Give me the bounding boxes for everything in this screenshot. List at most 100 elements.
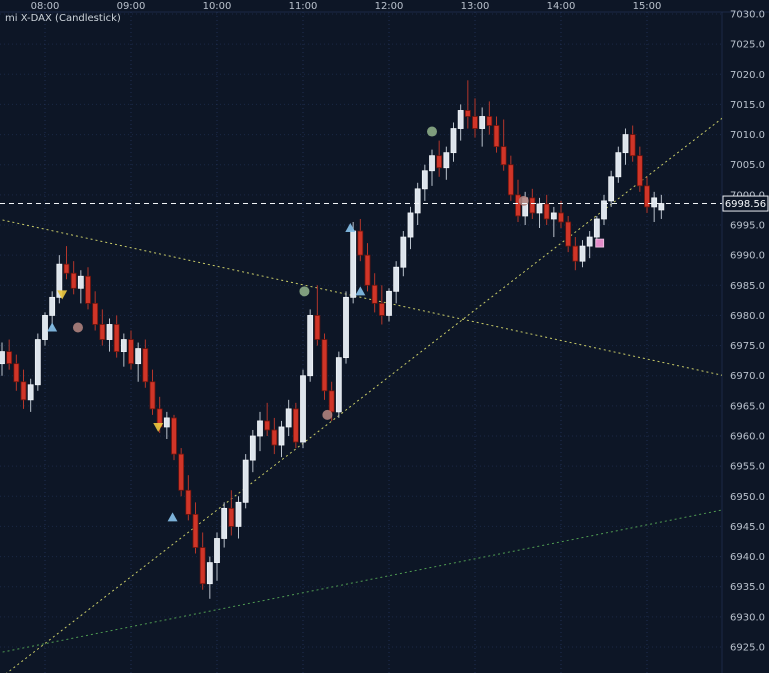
candle — [49, 291, 56, 328]
candle — [257, 411, 263, 452]
trendline-descending-resistance[interactable] — [0, 218, 724, 376]
signal-triangle-up-marker — [355, 286, 366, 296]
candle-body-up — [615, 152, 622, 178]
candle — [479, 107, 486, 147]
gridlines — [0, 11, 769, 673]
candle-body-up — [214, 538, 220, 564]
candle-body-up — [443, 152, 450, 169]
candle — [149, 369, 156, 415]
candle-body-down — [321, 339, 328, 392]
candle-body-up — [350, 230, 357, 298]
candle — [242, 454, 249, 509]
candle — [644, 176, 650, 213]
candle — [285, 399, 292, 437]
candle-body-up — [135, 348, 142, 365]
price-tick-label: 7025.0 — [730, 40, 765, 51]
time-tick-label: 15:00 — [633, 1, 662, 12]
candle-body-down — [515, 194, 521, 217]
candle — [629, 125, 636, 162]
candle — [264, 402, 271, 437]
candle — [443, 146, 450, 180]
candle-body-up — [56, 263, 63, 298]
candle — [85, 267, 91, 310]
candle — [13, 354, 20, 391]
time-axis[interactable]: 08:00 09:00 10:00 11:00 12:00 13:00 14:00 15:00 — [31, 1, 662, 12]
candle-body-down — [6, 351, 13, 365]
candle-body-down — [558, 212, 564, 223]
candle-body-up — [450, 128, 457, 154]
candle — [214, 532, 220, 581]
candle — [450, 122, 457, 162]
signal-triangle-down-marker — [57, 290, 68, 300]
candle-body-up — [651, 197, 658, 208]
candle-body-up — [242, 459, 249, 503]
price-tick-label: 6940.0 — [730, 552, 765, 563]
candle-body-up — [106, 324, 113, 340]
price-tick-label: 6975.0 — [730, 341, 765, 352]
candle-body-up — [49, 296, 56, 316]
candle — [486, 101, 493, 135]
price-tick-label: 6930.0 — [730, 612, 765, 623]
candle — [615, 146, 622, 183]
candle-body-up — [579, 245, 586, 262]
candle — [128, 330, 134, 370]
candle — [63, 246, 70, 280]
candle — [636, 146, 643, 192]
candle — [77, 270, 84, 304]
candle-body-down — [436, 155, 443, 169]
current-price-badge-value: 6998.56 — [725, 199, 766, 210]
candle — [163, 411, 170, 440]
candle-body-up — [163, 417, 170, 428]
candle-body-down — [178, 453, 185, 491]
candle — [314, 285, 321, 346]
candle-body-down — [149, 381, 156, 410]
candle-body-up — [300, 375, 306, 443]
price-tick-label: 6960.0 — [730, 432, 765, 443]
candle — [192, 502, 199, 554]
candle — [536, 197, 543, 229]
candle-body-up — [550, 212, 557, 220]
trendline-ascending-support-shallow[interactable] — [0, 509, 724, 654]
candle-body-up — [235, 501, 242, 527]
candle-body-down — [507, 164, 514, 196]
candle-body-up — [421, 170, 428, 190]
time-tick-label: 14:00 — [547, 1, 576, 12]
candle — [429, 149, 435, 186]
signal-circle-marker — [72, 322, 83, 333]
candle-body-down — [500, 146, 507, 166]
signal-triangle-up-marker — [345, 223, 356, 233]
candle — [27, 378, 34, 412]
candle-body-down — [228, 507, 235, 527]
time-tick-label: 09:00 — [117, 1, 146, 12]
price-tick-label: 6955.0 — [730, 462, 765, 473]
candle — [278, 420, 285, 458]
candle — [493, 116, 500, 153]
candle-body-down — [636, 155, 643, 187]
candle — [6, 339, 13, 370]
candle-body-down — [371, 284, 378, 304]
candle — [378, 285, 385, 325]
candle — [421, 164, 428, 201]
current-price-badge-box — [722, 195, 769, 212]
price-tick-label: 6980.0 — [730, 311, 765, 322]
candle-body-down — [192, 513, 199, 548]
candle-body-up — [42, 315, 48, 340]
candle-body-down — [493, 125, 500, 148]
time-tick-label: 10:00 — [203, 1, 232, 12]
price-tick-label: 7030.0 — [730, 10, 765, 21]
candle-body-up — [386, 290, 392, 316]
candle-body-up — [429, 155, 435, 172]
candle-body-down — [63, 263, 70, 274]
signal-triangle-down-marker — [153, 422, 164, 432]
candle-body-up — [343, 296, 349, 359]
candle-body-up — [536, 203, 543, 214]
candle — [543, 194, 550, 226]
candle-body-up — [335, 357, 342, 413]
candle — [579, 240, 586, 268]
candle — [99, 309, 106, 346]
candle-body-down — [185, 489, 192, 515]
candle — [106, 318, 113, 352]
candle-body-up — [586, 236, 593, 247]
candle-body-down — [264, 420, 271, 431]
